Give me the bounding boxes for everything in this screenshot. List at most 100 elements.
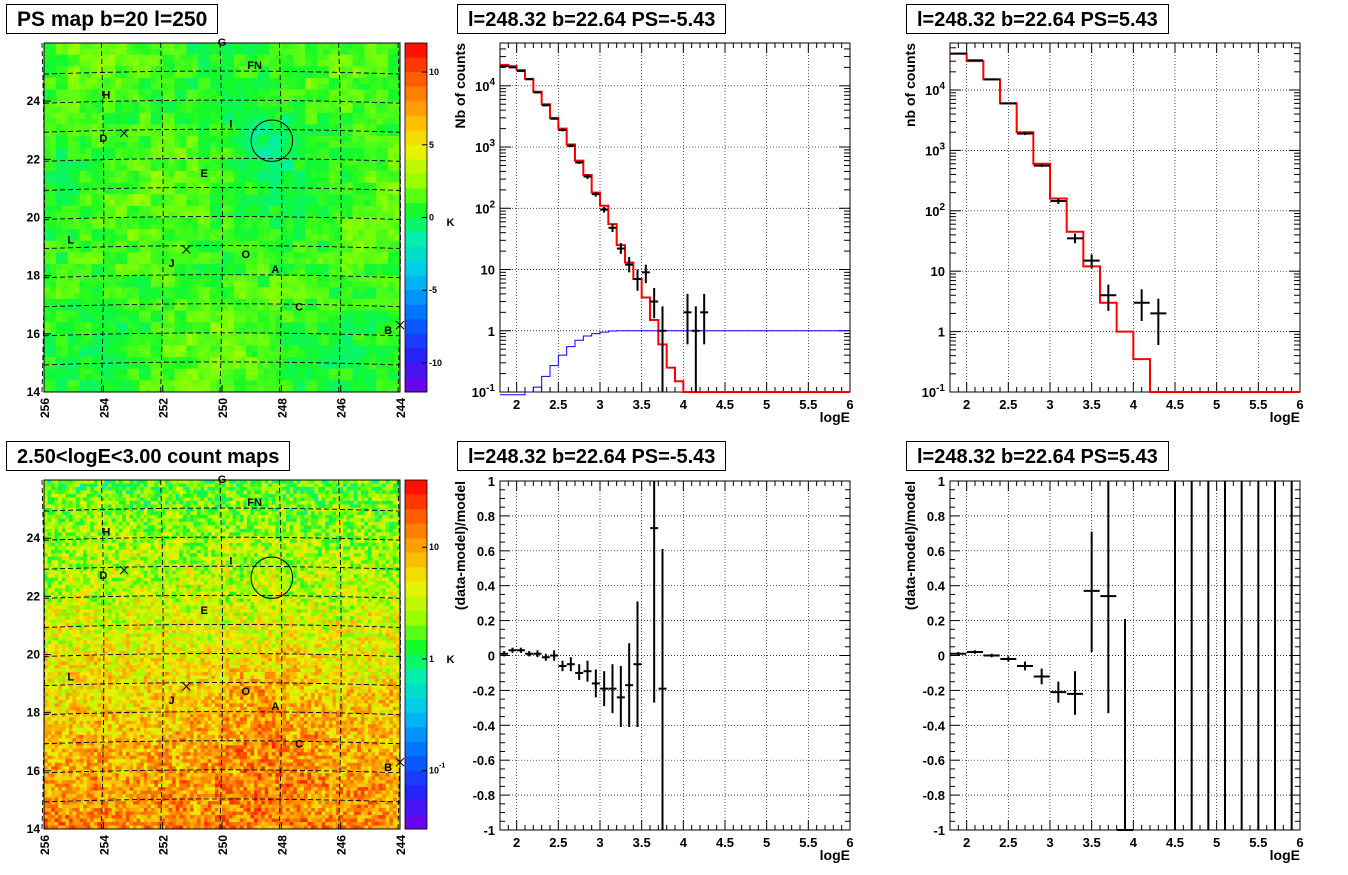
colorbar-cell — [405, 319, 427, 335]
x-tick-label: 5.5 — [1249, 397, 1267, 412]
x-tick-label: 256 — [38, 835, 52, 855]
x-tick-label: 6 — [1296, 397, 1303, 412]
colorbar-cell — [405, 43, 427, 58]
graticule-line — [43, 274, 401, 279]
x-tick-label: 2 — [963, 397, 970, 412]
colorbar-cell — [405, 814, 427, 830]
data-point — [658, 306, 667, 392]
source-label: D — [99, 570, 107, 582]
data-point — [583, 660, 592, 682]
data-point — [600, 206, 609, 213]
colorbar-cell — [405, 362, 427, 378]
data-point — [1050, 198, 1067, 204]
graticule-line — [43, 216, 401, 220]
source-label: K — [446, 654, 454, 666]
chart-title: l=248.32 b=22.64 PS=-5.43 — [457, 4, 727, 34]
colorbar-cell — [405, 552, 427, 568]
data-point — [550, 650, 559, 661]
source-label: B — [384, 762, 392, 774]
source-label: E — [201, 605, 208, 617]
data-point — [1000, 656, 1017, 662]
source-label: B — [384, 325, 392, 337]
colorbar-cell — [405, 538, 427, 554]
count-map-chart: 256 254 252 250 248 246 244 14 16 18 20 22 24 G FN H I D E… — [27, 474, 455, 855]
x-tick-label: 4.5 — [716, 397, 734, 412]
x-tick-label: 5.5 — [799, 397, 817, 412]
source-label: H — [102, 526, 110, 538]
x-tick-label: 252 — [157, 398, 171, 418]
x-tick-label: 254 — [97, 398, 111, 418]
data-point — [1050, 681, 1067, 703]
data-point — [1100, 284, 1117, 311]
y-tick-label: 0.4 — [477, 579, 496, 594]
y-tick-label: 0 — [938, 649, 945, 664]
graticule-line — [43, 594, 401, 599]
graticule-line — [43, 245, 401, 250]
y-tick-label: 103 — [925, 141, 945, 158]
roi-circle — [250, 556, 294, 599]
graticule-line — [43, 128, 401, 133]
x-tick-label: 248 — [275, 398, 289, 418]
colorbar-cell — [405, 494, 427, 510]
data-point — [608, 664, 617, 714]
model-histogram — [500, 63, 850, 393]
data-point — [600, 671, 609, 707]
y-tick-label: 10 — [931, 264, 945, 279]
pad-ps-map: 256 254 252 250 248 246 244 14 16 18 20 22 24 G FN H I D E… — [0, 0, 455, 437]
x-tick-label: 2 — [513, 397, 520, 412]
colorbar-frame — [404, 479, 428, 830]
colorbar-cell — [405, 581, 427, 597]
chart-title: l=248.32 b=22.64 PS=-5.43 — [457, 441, 727, 471]
colorbar-cell — [405, 246, 427, 262]
y-tick-label: 0.4 — [927, 579, 946, 594]
graticule — [41, 42, 401, 393]
data-point — [633, 601, 642, 728]
graticule — [41, 479, 401, 830]
x-axis-title: logE — [820, 409, 850, 425]
data-point — [583, 174, 592, 180]
data-point — [967, 59, 983, 62]
y-tick-label: -0.6 — [473, 753, 495, 768]
x-tick-label: 244 — [394, 398, 408, 418]
plot-frame — [499, 42, 851, 393]
colorbar-cell — [405, 86, 427, 102]
colorbar-cell — [405, 188, 427, 204]
colorbar-cell — [405, 333, 427, 349]
x-tick-label: 3 — [596, 397, 603, 412]
colorbar-cell — [405, 770, 427, 786]
colorbar-cell — [405, 567, 427, 583]
colorbar-cell — [405, 799, 427, 815]
x-axis-title: logE — [820, 847, 850, 863]
data-point — [591, 191, 600, 197]
x-tick-label: 252 — [157, 835, 171, 855]
source-cross — [182, 245, 191, 254]
y-tick-label: -0.4 — [923, 718, 946, 733]
x-tick-label: 3.5 — [633, 835, 651, 850]
residual-chart: 2 2.5 3 3.5 4 4.5 5 5.5 6 -1 -0.8 -0.6 -0.4 -0.2 0 0.2 0… — [452, 474, 854, 863]
x-tick-label: 4.5 — [1166, 397, 1184, 412]
colorbar-cell — [405, 669, 427, 684]
x-tick-label: 2 — [513, 835, 520, 850]
source-label: E — [201, 168, 208, 180]
y-tick-label: 14 — [27, 385, 41, 399]
y-tick-label: -0.2 — [473, 683, 495, 698]
graticule-line — [43, 507, 401, 512]
source-label: A — [271, 701, 279, 713]
x-tick-label: 2 — [963, 835, 970, 850]
colorbar-cell — [405, 523, 427, 539]
data-point — [633, 269, 642, 291]
data-point — [533, 91, 542, 94]
data-point — [591, 669, 600, 698]
source-cross — [395, 757, 405, 767]
source-label: O — [241, 249, 250, 261]
data-point — [558, 660, 567, 672]
y-tick-label: -0.6 — [923, 753, 945, 768]
source-label: J — [169, 258, 175, 270]
plot-frame — [949, 42, 1301, 393]
colorbar-cell — [405, 654, 427, 670]
colorbar-cell — [405, 130, 427, 146]
colorbar-cell — [405, 101, 427, 117]
data-point — [650, 287, 659, 319]
x-tick-label: 3.5 — [1083, 397, 1101, 412]
y-tick-label: 0.8 — [927, 509, 945, 524]
